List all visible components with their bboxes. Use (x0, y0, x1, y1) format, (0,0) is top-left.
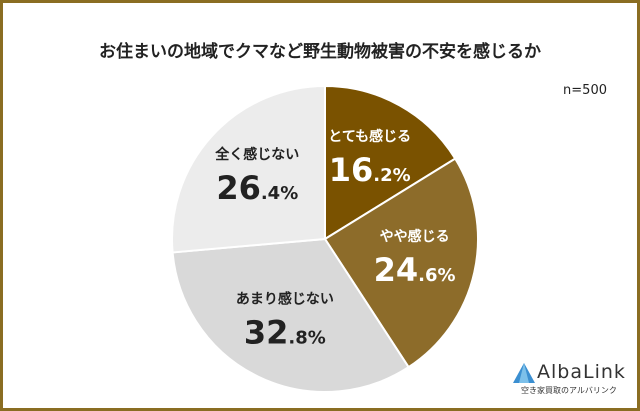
chart-title: お住まいの地域でクマなど野生動物被害の不安を感じるか (99, 42, 541, 62)
logo-name: AlbaLink (537, 361, 626, 383)
slice-value-label: 16.2% (329, 151, 411, 189)
slice-label: あまり感じない (236, 291, 334, 308)
slice-value-label: 26.4% (216, 169, 298, 207)
pie-slice (324, 84, 457, 241)
sample-size-note: n=500 (563, 83, 607, 98)
logo-icon (513, 363, 535, 383)
albalink-logo: AlbaLink 空き家買取のアルバリンク (511, 361, 631, 396)
slice-label: とても感じる (328, 128, 411, 145)
pie-chart: とても感じる 16.2% やや感じる 24.6% あまり感じない 32.8% 全く感じない 2… (171, 84, 479, 393)
slice-label: 全く感じない (214, 146, 299, 163)
pie-slice (171, 237, 410, 393)
pie-slice (171, 84, 326, 254)
slice-value-label: 32.8% (244, 314, 326, 352)
slice-label: やや感じる (380, 228, 450, 245)
pie-slice (323, 157, 479, 369)
slice-value-label: 24.6% (374, 251, 456, 289)
logo-subtitle: 空き家買取のアルバリンク (521, 386, 617, 395)
